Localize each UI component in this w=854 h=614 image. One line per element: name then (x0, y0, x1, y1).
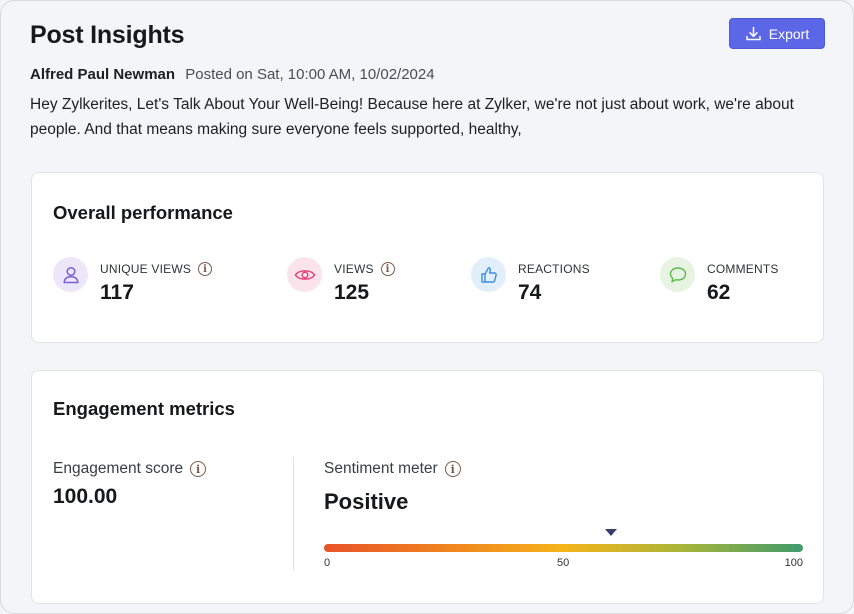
stat-label: REACTIONS (518, 262, 590, 276)
stat-label: UNIQUE VIEWS (100, 262, 192, 276)
eye-icon (287, 257, 322, 292)
user-icon (53, 257, 88, 292)
engagement-score-label: Engagement score (53, 460, 184, 477)
meter-tick-max: 100 (784, 557, 803, 569)
sentiment-meter: 0 50 100 (324, 529, 803, 579)
stat-label: COMMENTS (707, 262, 779, 276)
engagement-metrics-card: Engagement metrics Engagement score i 10… (31, 370, 824, 604)
posted-date: Posted on Sat, 10:00 AM, 10/02/2024 (185, 66, 435, 83)
stat-comments: COMMENTS 62 (660, 257, 779, 305)
engagement-score-label-row: Engagement score i (53, 460, 207, 478)
sentiment-label-row: Sentiment meter i (324, 460, 461, 478)
engagement-score-value: 100.00 (53, 485, 118, 508)
export-label: Export (768, 25, 810, 42)
download-icon (746, 26, 761, 40)
meter-tick-mid: 50 (557, 557, 570, 569)
overall-performance-card: Overall performance UNIQUE VIEWS i 117 (31, 172, 824, 343)
info-icon[interactable]: i (444, 461, 461, 477)
stat-unique-views: UNIQUE VIEWS i 117 (53, 257, 213, 305)
overall-performance-title: Overall performance (53, 202, 233, 223)
stat-value: 117 (100, 281, 134, 304)
meter-tick-min: 0 (324, 557, 331, 569)
info-icon[interactable]: i (190, 461, 207, 477)
post-meta: Alfred Paul Newman Posted on Sat, 10:00 … (30, 66, 435, 83)
stat-value: 125 (334, 281, 370, 304)
stat-reactions: REACTIONS 74 (471, 257, 590, 305)
sentiment-meter-label: Sentiment meter (324, 460, 438, 477)
thumbs-up-icon (471, 257, 506, 292)
meter-marker-icon (605, 529, 618, 536)
page-title: Post Insights (30, 21, 185, 49)
comment-icon (660, 257, 695, 292)
divider (293, 457, 294, 570)
stat-views: VIEWS i 125 (287, 257, 395, 305)
author-name[interactable]: Alfred Paul Newman (30, 66, 176, 83)
stat-value: 74 (518, 281, 542, 304)
sentiment-value: Positive (324, 489, 409, 514)
post-text: Hey Zylkerites, Let's Talk About Your We… (30, 96, 794, 138)
info-icon[interactable]: i (380, 262, 395, 276)
info-icon[interactable]: i (198, 262, 213, 276)
stat-value: 62 (707, 281, 731, 304)
sentiment-gradient-bar (324, 544, 803, 552)
engagement-metrics-title: Engagement metrics (53, 398, 235, 419)
stat-label: VIEWS (334, 262, 374, 276)
export-button[interactable]: Export (729, 18, 825, 49)
